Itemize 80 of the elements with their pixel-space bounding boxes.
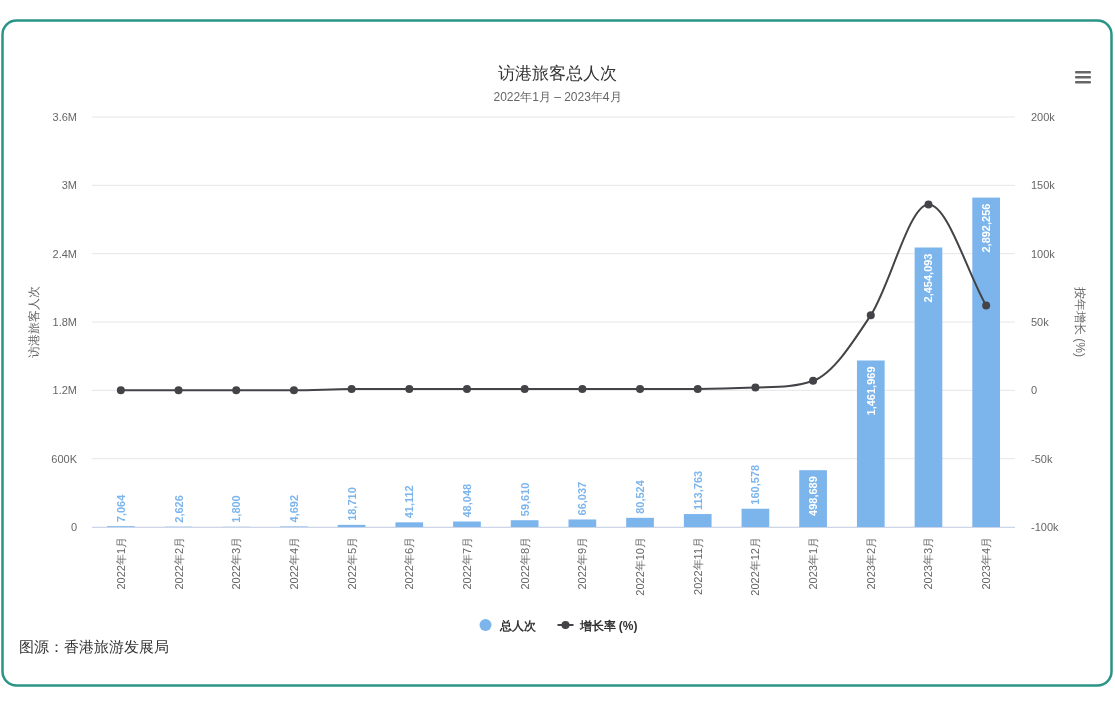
point	[982, 301, 991, 310]
data-label: 1,461,969	[864, 366, 877, 416]
bar	[626, 517, 654, 527]
y-axis-title: 访港旅客人次	[27, 286, 41, 358]
point	[462, 384, 471, 393]
bar	[337, 524, 366, 527]
y2-tick-label: -100k	[1031, 521, 1060, 533]
x-tick-label: 2022年9月	[576, 537, 589, 590]
y-tick-label: 1.8M	[52, 316, 77, 328]
y2-axis-title: 按年增长 (%)	[1073, 287, 1087, 357]
y2-tick-label: 50k	[1031, 316, 1050, 328]
x-tick-label: 2022年10月	[634, 537, 647, 596]
point	[116, 386, 125, 395]
bar	[395, 522, 424, 527]
point	[751, 383, 760, 392]
x-tick-label: 2022年1月	[114, 537, 127, 590]
x-tick-label: 2022年11月	[691, 537, 704, 595]
x-tick-label: 2022年5月	[345, 537, 358, 590]
y-tick-label: 3.6M	[52, 111, 77, 123]
point	[636, 384, 645, 393]
point	[347, 384, 356, 393]
data-label: 41,112	[403, 485, 416, 519]
bar	[741, 508, 770, 527]
chart-title: 访港旅客总人次	[498, 64, 617, 83]
data-label: 59,610	[518, 482, 531, 517]
bar	[856, 360, 885, 527]
point	[232, 386, 241, 395]
point	[520, 384, 529, 393]
data-label: 48,048	[460, 483, 473, 518]
data-label: 66,037	[576, 481, 589, 516]
bar	[683, 514, 712, 527]
bar	[510, 520, 539, 527]
x-tick-label: 2023年4月	[980, 537, 993, 590]
data-label: 18,710	[345, 487, 358, 521]
data-label: 2,626	[172, 495, 185, 523]
y2-tick-label: 100k	[1031, 247, 1056, 260]
y-tick-label: 3M	[61, 179, 77, 192]
point	[174, 386, 183, 395]
text: 图源：香港旅游发展局	[19, 638, 169, 655]
point	[693, 384, 702, 393]
x-tick-label: 2022年6月	[403, 537, 416, 590]
x-tick-label: 2022年4月	[287, 537, 300, 590]
point	[924, 200, 933, 209]
y2-tick-label: 200k	[1031, 111, 1056, 123]
x-tick-label: 2022年8月	[518, 537, 531, 590]
point	[809, 376, 818, 385]
data-label: 4,692	[287, 494, 300, 523]
data-label: 498,689	[807, 476, 820, 516]
data-label: 80,524	[634, 479, 647, 514]
data-label: 1,800	[230, 495, 243, 523]
bar	[914, 247, 943, 527]
legend-label: 总人次	[498, 618, 537, 633]
point	[866, 311, 875, 320]
legend-label: 增长率 (%)	[578, 618, 638, 633]
chart-subtitle: 2022年1月 – 2023年4月	[493, 90, 622, 104]
y-tick-label: 1.2M	[52, 384, 77, 397]
y2-tick-label: -50k	[1031, 452, 1053, 465]
data-label: 160,578	[749, 464, 762, 505]
bar	[453, 521, 481, 527]
point	[289, 386, 298, 395]
x-tick-label: 2023年3月	[922, 537, 935, 590]
y-tick-label: 2.4M	[52, 247, 77, 260]
y-tick-label: 600K	[51, 452, 78, 465]
x-tick-label: 2022年12月	[749, 537, 762, 596]
data-label: 2,892,256	[980, 203, 993, 253]
bar	[568, 519, 597, 527]
data-label: 2,454,093	[922, 253, 935, 303]
data-label: 7,064	[114, 493, 127, 523]
y2-tick-label: 0	[1031, 384, 1038, 397]
x-tick-label: 2022年3月	[230, 537, 243, 590]
point	[578, 384, 587, 393]
x-tick-label: 2023年2月	[864, 537, 877, 590]
x-tick-label: 2022年7月	[460, 537, 473, 590]
data-label: 113,763	[691, 470, 704, 511]
x-tick-label: 2023年1月	[807, 537, 820, 590]
y-tick-label: 0	[70, 521, 77, 533]
point	[405, 384, 414, 393]
y2-tick-label: 150k	[1031, 179, 1056, 192]
x-tick-label: 2022年2月	[172, 537, 185, 590]
bar	[972, 197, 1000, 527]
